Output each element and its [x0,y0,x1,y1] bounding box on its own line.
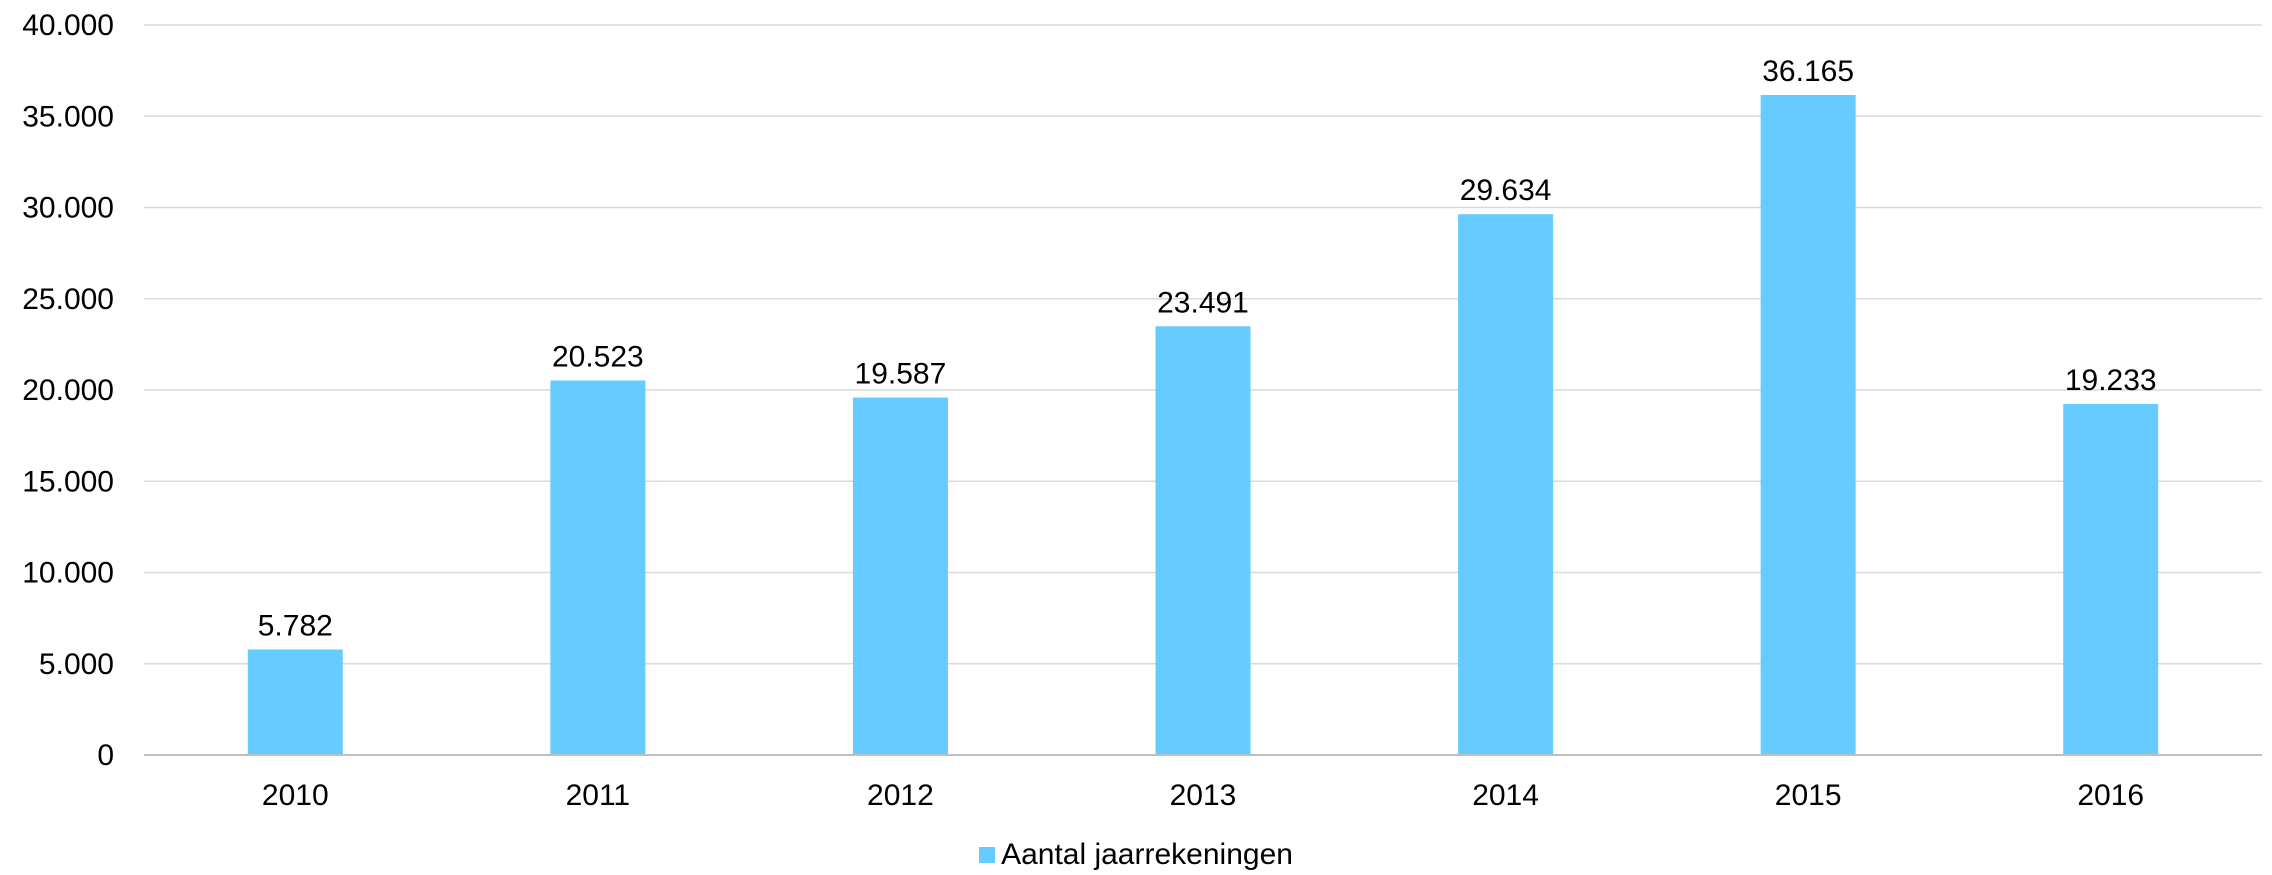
data-label: 23.491 [1157,286,1249,319]
data-label: 19.233 [2065,364,2157,397]
y-tick-label: 30.000 [22,192,114,225]
legend-label: Aantal jaarrekeningen [1001,838,1293,871]
y-tick-label: 35.000 [22,100,114,133]
y-tick-label: 25.000 [22,283,114,316]
x-tick-label: 2010 [262,779,329,812]
x-tick-label: 2012 [867,779,934,812]
bar [2063,403,2159,755]
data-label: 36.165 [1762,55,1854,88]
x-tick-label: 2015 [1775,779,1842,812]
data-label: 5.782 [258,609,333,642]
legend: Aantal jaarrekeningen [0,837,2272,873]
x-tick-label: 2016 [2077,779,2144,812]
legend-item: Aantal jaarrekeningen [979,838,1293,872]
bar [550,380,646,755]
bar [247,649,343,755]
legend-swatch [979,847,996,863]
x-tick-label: 2011 [566,779,631,812]
bars [247,94,2159,755]
y-tick-label: 20.000 [22,374,114,407]
bar [1760,94,1856,755]
data-label: 20.523 [552,340,644,373]
y-tick-label: 5.000 [39,648,114,681]
bar [852,397,948,755]
x-tick-label: 2014 [1472,779,1539,812]
data-label: 29.634 [1460,174,1552,207]
labels: 0 5.000 10.000 15.000 20.000 25.000 30.000 35.0… [22,9,2156,812]
bar [1458,214,1554,755]
data-label: 19.587 [855,358,947,391]
bar [1155,326,1251,755]
y-tick-label: 0 [97,739,114,772]
y-tick-label: 10.000 [22,557,114,590]
y-tick-label: 40.000 [22,9,114,42]
x-tick-label: 2013 [1170,779,1237,812]
y-tick-label: 15.000 [22,465,114,498]
